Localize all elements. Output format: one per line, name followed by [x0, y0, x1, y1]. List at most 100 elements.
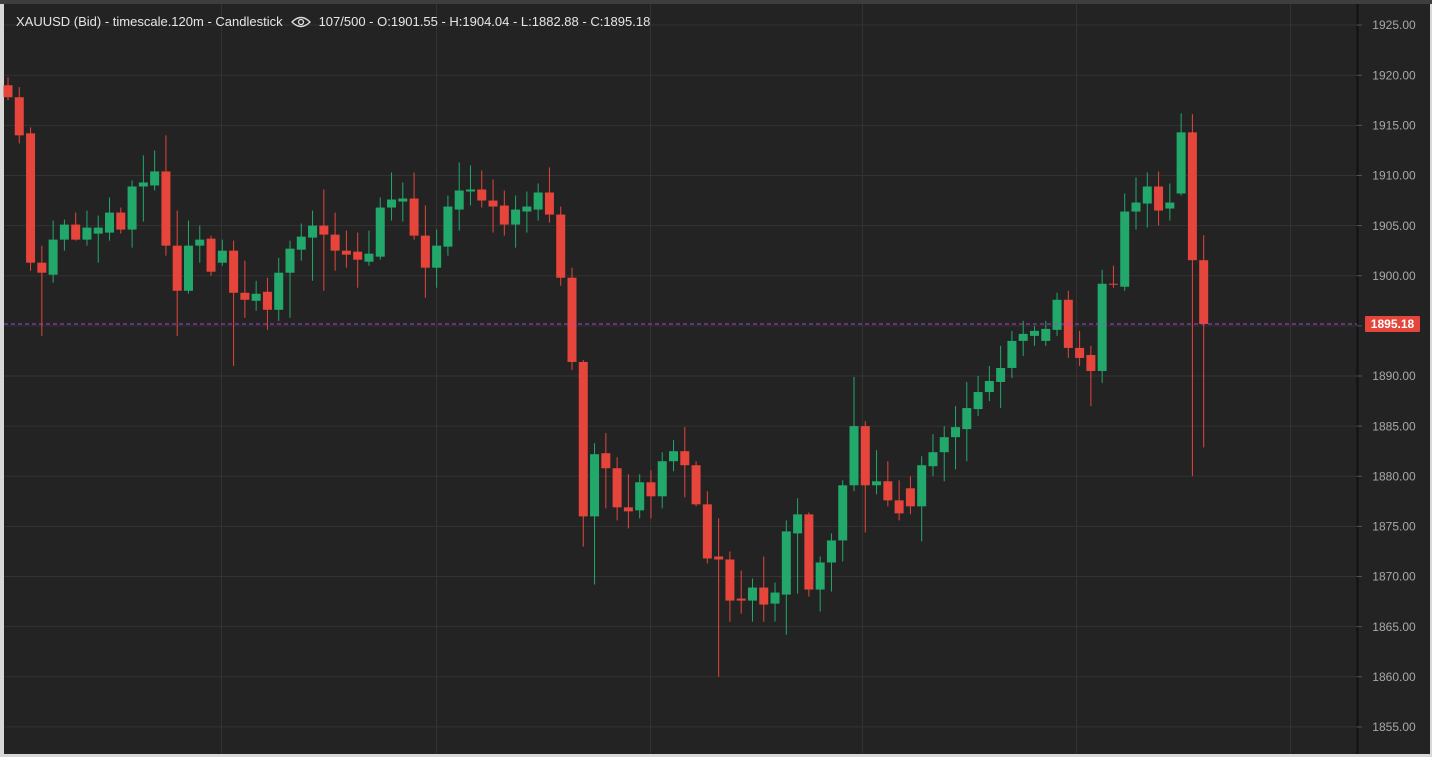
candle-body	[1086, 354, 1096, 371]
candle-body	[736, 598, 746, 601]
candle-body	[702, 504, 712, 559]
candle-body	[14, 97, 24, 136]
candle-body	[1176, 132, 1186, 194]
y-tick-label: 1880.00	[1372, 469, 1416, 483]
candle-body	[172, 245, 182, 291]
candle-body	[590, 454, 600, 517]
candle-body	[93, 227, 103, 234]
candle-body	[432, 245, 442, 268]
candle-body	[511, 209, 521, 225]
candle-body	[962, 408, 972, 430]
candle-body	[860, 426, 870, 486]
candle-body	[116, 212, 126, 230]
candle-body	[781, 531, 791, 595]
candle-body	[838, 485, 848, 541]
candle-body	[1052, 299, 1062, 330]
candle-body	[409, 198, 419, 236]
candle-body	[251, 293, 261, 301]
candle-body	[1131, 202, 1141, 212]
candle-body	[217, 250, 227, 263]
candle-body	[1041, 328, 1051, 341]
visibility-icon[interactable]	[290, 16, 311, 28]
candle-body	[308, 225, 318, 238]
candle-body	[1165, 202, 1175, 209]
candle-body	[206, 238, 216, 272]
y-tick-label: 1925.00	[1372, 18, 1416, 32]
candle-body	[759, 587, 769, 605]
candle-body	[150, 171, 160, 186]
candle-body	[37, 262, 47, 273]
candle-body	[1007, 340, 1017, 368]
y-tick-label: 1885.00	[1372, 419, 1416, 433]
candle-body	[375, 207, 385, 257]
candle-body	[127, 186, 137, 230]
candle-body	[71, 224, 81, 240]
candle-body	[793, 514, 803, 534]
candle-body	[341, 250, 351, 255]
y-tick-label: 1870.00	[1372, 570, 1416, 584]
candle-body	[1018, 333, 1028, 341]
candle-body	[499, 205, 509, 225]
y-tick-label: 1865.00	[1372, 620, 1416, 634]
candle-body	[183, 245, 193, 291]
candle-body	[285, 248, 295, 273]
candle-body	[1097, 283, 1107, 371]
candle-body	[1120, 211, 1130, 287]
candle-body	[1029, 330, 1039, 336]
candle-body	[533, 192, 543, 210]
candle-body	[747, 587, 757, 601]
y-tick-label: 1910.00	[1372, 169, 1416, 183]
y-tick-label: 1915.00	[1372, 118, 1416, 132]
candle-body	[725, 559, 735, 601]
candle-body	[59, 224, 69, 240]
candle-body	[420, 235, 430, 268]
last-price-tag	[1365, 316, 1420, 333]
candle-body	[364, 253, 374, 262]
y-tick-label: 1890.00	[1372, 369, 1416, 383]
chart-title: XAUUSD (Bid) - timescale.120m - Candlest…	[16, 14, 283, 29]
candle-body	[623, 507, 633, 512]
candle-body	[973, 392, 983, 410]
candle-body	[905, 488, 915, 507]
candle-body	[398, 198, 408, 202]
plot-background	[4, 4, 1430, 754]
y-tick-label: 1855.00	[1372, 720, 1416, 734]
candle-body	[804, 514, 814, 590]
candle-body	[477, 189, 487, 201]
candle-body	[454, 190, 464, 210]
candle-body	[883, 481, 893, 501]
candle-body	[714, 556, 724, 560]
candle-body	[894, 500, 904, 514]
candle-body	[82, 227, 92, 240]
candle-body	[1187, 132, 1197, 261]
candle-body	[274, 272, 284, 310]
candle-body	[680, 451, 690, 466]
candle-body	[319, 225, 329, 235]
candle-body	[928, 452, 938, 467]
candle-body	[578, 361, 588, 517]
candle-body	[240, 292, 250, 300]
candle-body	[917, 465, 927, 507]
candle-body	[387, 199, 397, 208]
candle-body	[691, 465, 701, 505]
vertical-grid	[221, 4, 1291, 754]
candle-body	[161, 171, 171, 246]
top-bar	[0, 0, 1432, 4]
y-tick-label: 1920.00	[1372, 68, 1416, 82]
ohlc-info: 107/500 - O:1901.55 - H:1904.04 - L:1882…	[318, 14, 651, 29]
y-tick-label: 1860.00	[1372, 670, 1416, 684]
candle-body	[195, 239, 205, 246]
candle-body	[646, 482, 656, 497]
candle-body	[984, 381, 994, 393]
candle-body	[488, 200, 498, 207]
candle-body	[465, 189, 475, 192]
candle-body	[229, 250, 239, 293]
candle-body	[612, 468, 622, 508]
candle-body	[635, 482, 645, 511]
candle-body	[826, 540, 836, 563]
candle-body	[815, 562, 825, 590]
y-tick-label: 1875.00	[1372, 520, 1416, 534]
candle-body	[330, 234, 340, 251]
candle-body	[138, 182, 148, 187]
